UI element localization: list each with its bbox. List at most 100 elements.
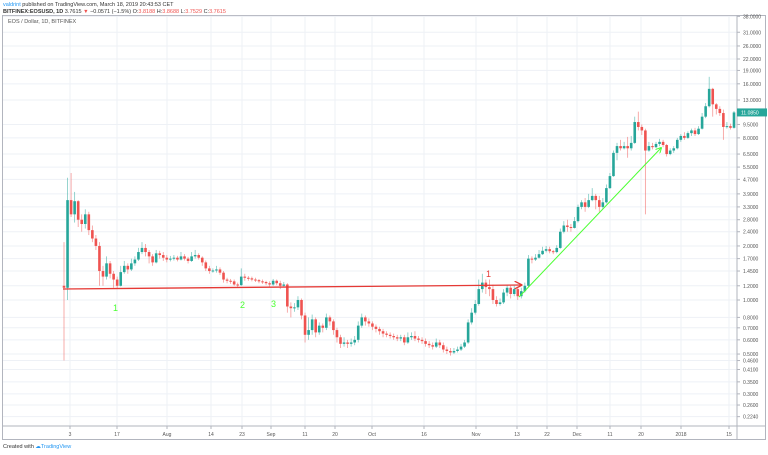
candle — [470, 308, 473, 325]
candle — [321, 323, 325, 333]
candle — [275, 279, 278, 286]
candle — [410, 332, 413, 340]
candle — [367, 318, 371, 327]
price-tick-label: 0.3000 — [743, 392, 759, 398]
candle — [544, 245, 548, 253]
candle — [488, 279, 491, 297]
price-tick-label: 22.0000 — [743, 57, 761, 63]
annotation-label[interactable]: 1 — [486, 269, 491, 279]
price-tick-label: 2.8000 — [743, 218, 759, 224]
candle — [360, 313, 364, 328]
candle — [314, 317, 317, 338]
candle — [108, 260, 112, 279]
candle — [605, 184, 608, 204]
candle — [548, 246, 551, 254]
candle — [371, 321, 374, 331]
candle — [328, 315, 332, 326]
candle — [693, 127, 697, 136]
price-tick-label: 0.5000 — [743, 352, 759, 358]
candle — [254, 277, 257, 282]
candle — [289, 302, 293, 318]
time-tick-label: Sep — [267, 432, 276, 438]
trend-line[interactable] — [518, 148, 661, 298]
annotation-label[interactable]: 1 — [113, 303, 118, 313]
candle — [442, 342, 445, 353]
candle — [147, 249, 151, 264]
candle — [505, 284, 509, 297]
candle — [137, 247, 140, 261]
close-value: 3.7615 — [209, 9, 226, 15]
candle — [512, 285, 516, 297]
candle — [658, 138, 661, 147]
candle — [98, 242, 101, 286]
candle — [644, 128, 647, 215]
time-tick-label: 16 — [421, 432, 427, 438]
chart-legend: EOS / Dollar, 1D, BITFINEX — [8, 19, 77, 25]
candle — [353, 336, 356, 346]
time-tick-label: Nov — [472, 432, 481, 438]
candle — [356, 321, 360, 343]
author-link[interactable]: valdrint — [3, 2, 21, 8]
candle — [629, 135, 633, 151]
price-tick-label: 6.5000 — [743, 152, 759, 158]
time-tick-label: 17 — [114, 432, 120, 438]
candle — [424, 338, 427, 347]
price-tick-label: 0.7000 — [743, 326, 759, 332]
price-tick-label: 9.5000 — [743, 122, 759, 128]
price-tick-label: 2.0000 — [743, 244, 759, 250]
annotation-label[interactable]: 2 — [240, 300, 245, 310]
candle — [718, 106, 722, 116]
time-tick-label: 15 — [726, 432, 732, 438]
candle — [597, 195, 601, 212]
current-price-label: 11.0850 — [741, 110, 759, 116]
candle — [406, 332, 410, 344]
price-tick-label: 1.0000 — [743, 298, 759, 304]
annotation-label[interactable]: 3 — [271, 299, 276, 309]
candle — [626, 136, 629, 158]
candle — [573, 216, 576, 229]
candle — [278, 280, 282, 290]
low-value: 3.7529 — [185, 9, 203, 15]
candle — [711, 87, 715, 117]
candle — [218, 267, 222, 275]
candle — [449, 348, 452, 356]
candle — [608, 172, 612, 190]
candle — [261, 279, 264, 284]
price-tick-label: 3.9000 — [743, 192, 759, 198]
candle — [215, 265, 218, 273]
support-line[interactable] — [62, 285, 521, 290]
high-value: 3.8688 — [162, 9, 180, 15]
price-tick-label: 0.2600 — [743, 403, 759, 409]
created-with-text: Created with — [3, 444, 36, 450]
candle — [534, 254, 537, 261]
candle — [495, 296, 498, 307]
candle — [186, 256, 190, 264]
candle — [158, 250, 162, 259]
candle — [601, 197, 605, 210]
price-tick-label: 16.0000 — [743, 82, 761, 88]
candle — [364, 315, 367, 326]
candle — [83, 209, 87, 229]
candle — [590, 188, 594, 202]
candle — [431, 342, 434, 350]
down-arrow-icon: ▼ — [83, 9, 89, 15]
low-label: L: — [180, 9, 186, 15]
candle — [452, 348, 456, 355]
candle — [527, 255, 530, 288]
price-tick-label: 0.3500 — [743, 380, 759, 386]
candle — [725, 122, 729, 129]
candle — [459, 343, 463, 351]
tradingview-link[interactable]: TradingView — [40, 444, 72, 450]
candle — [144, 244, 147, 257]
price-tick-label: 0.4600 — [743, 359, 759, 365]
candle — [700, 113, 704, 130]
price-tick-label: 5.5000 — [743, 165, 759, 171]
candle — [62, 242, 66, 361]
candle — [204, 260, 208, 272]
candle — [225, 277, 229, 284]
candle — [105, 256, 108, 280]
candle — [268, 281, 271, 287]
candle — [722, 109, 725, 140]
candle — [200, 256, 204, 266]
